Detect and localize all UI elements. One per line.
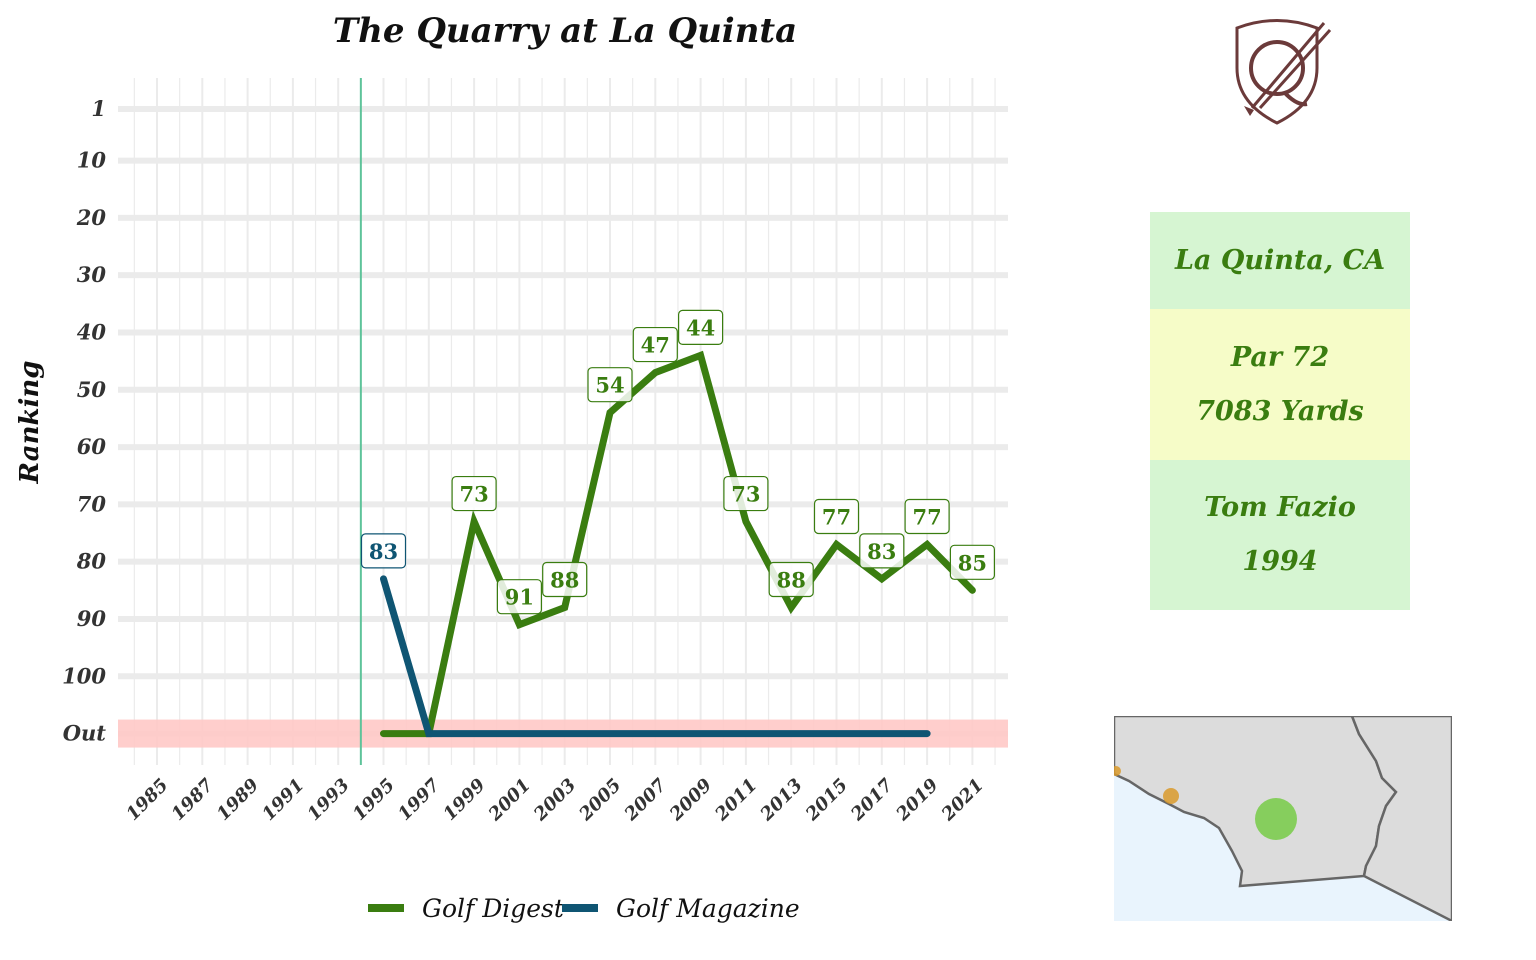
legend: Golf Digest Golf Magazine bbox=[368, 894, 800, 923]
x-tick-label: 1993 bbox=[303, 775, 353, 825]
course-logo-crest bbox=[1235, 19, 1332, 125]
y-tick-label: 60 bbox=[77, 434, 107, 459]
y-tick-label: 80 bbox=[76, 549, 107, 574]
data-label-box bbox=[677, 309, 724, 345]
data-label-box bbox=[904, 498, 950, 535]
data-label-box bbox=[949, 544, 996, 580]
data-label: 88 bbox=[768, 561, 814, 598]
data-label: 83 bbox=[859, 533, 905, 569]
y-axis-title: Ranking bbox=[15, 361, 45, 485]
data-label-text: 73 bbox=[731, 482, 760, 507]
y-tick-label: 1 bbox=[91, 96, 106, 121]
chart-title: The Quarry at La Quinta bbox=[333, 11, 797, 51]
neighbor-land bbox=[1350, 716, 1452, 921]
x-tick-label: 1995 bbox=[349, 775, 399, 825]
location-text: La Quinta, CA bbox=[1174, 244, 1386, 276]
y-tick-label: 90 bbox=[77, 606, 107, 631]
map-marker-other bbox=[1114, 766, 1121, 776]
x-tick-label: 2019 bbox=[892, 774, 943, 825]
data-label-text: 83 bbox=[867, 539, 896, 564]
data-label-box bbox=[542, 561, 588, 598]
grid bbox=[118, 78, 1008, 765]
data-label-text: 47 bbox=[641, 333, 670, 358]
x-tick-label: 2003 bbox=[529, 775, 580, 826]
x-tick-label: 2015 bbox=[801, 775, 852, 826]
series-line-golf-digest bbox=[380, 350, 976, 738]
x-tick-label: 2005 bbox=[575, 775, 626, 826]
course-stats-box: Par 72 7083 Yards bbox=[1150, 309, 1410, 460]
y-tick-label: 40 bbox=[77, 319, 107, 344]
year-text: 1994 bbox=[1242, 546, 1318, 577]
data-label-text: 85 bbox=[958, 550, 987, 575]
course-info-panel: La Quinta, CA Par 72 7083 Yards Tom Fazi… bbox=[1150, 212, 1410, 610]
location-box: La Quinta, CA bbox=[1150, 212, 1410, 309]
y-tick-label: 30 bbox=[77, 262, 107, 287]
series-line-golf-magazine bbox=[380, 575, 931, 738]
data-label: 77 bbox=[904, 498, 950, 535]
data-label-box bbox=[813, 498, 860, 535]
y-tick-label: 20 bbox=[76, 205, 107, 230]
data-label-text: 88 bbox=[777, 568, 806, 593]
x-tick-label: 2009 bbox=[665, 774, 716, 825]
data-label: 88 bbox=[542, 561, 588, 598]
y-tick-labels: 1 10 20 30 40 50 60 70 80 90 100 Out bbox=[62, 96, 106, 746]
y-tick-label: Out bbox=[63, 721, 107, 746]
data-label-text: 54 bbox=[595, 373, 624, 398]
data-label-box bbox=[768, 561, 814, 598]
x-tick-label: 1987 bbox=[168, 774, 219, 825]
par-text: Par 72 bbox=[1230, 341, 1330, 373]
data-label-box bbox=[632, 326, 678, 363]
data-label: 83 bbox=[360, 533, 407, 569]
y-tick-label: 10 bbox=[77, 148, 107, 173]
data-label: 77 bbox=[813, 498, 860, 535]
data-label: 73 bbox=[723, 475, 769, 512]
data-label-text: 44 bbox=[686, 315, 715, 340]
x-tick-label: 2017 bbox=[846, 774, 897, 825]
data-label-box bbox=[451, 475, 497, 512]
data-label: 54 bbox=[587, 367, 633, 403]
data-label-box bbox=[587, 367, 633, 403]
x-tick-label: 2013 bbox=[756, 775, 807, 826]
y-tick-label: 50 bbox=[77, 377, 107, 402]
map-marker-course bbox=[1255, 798, 1297, 840]
data-label-text: 73 bbox=[459, 482, 488, 507]
designer-text: Tom Fazio bbox=[1204, 492, 1356, 523]
data-label: 44 bbox=[677, 309, 724, 345]
x-tick-label: 1989 bbox=[213, 774, 264, 825]
location-map bbox=[1114, 716, 1452, 921]
x-tick-label: 2001 bbox=[484, 775, 535, 826]
data-label-text: 77 bbox=[822, 504, 851, 529]
data-label: 91 bbox=[496, 579, 542, 615]
x-tick-label: 1997 bbox=[394, 774, 445, 825]
legend-label-golf-digest: Golf Digest bbox=[422, 894, 565, 923]
data-label-text: 83 bbox=[369, 539, 398, 564]
data-label-box bbox=[360, 533, 407, 569]
designer-box: Tom Fazio 1994 bbox=[1150, 460, 1410, 610]
legend-label-golf-magazine: Golf Magazine bbox=[616, 894, 800, 923]
map-marker-other bbox=[1163, 788, 1179, 804]
y-tick-label: 100 bbox=[62, 663, 106, 688]
data-labels: 73 91 88 54 47 44 73 88 77 83 77 85 83 bbox=[360, 309, 996, 615]
series-lines bbox=[380, 350, 976, 738]
data-label-box bbox=[723, 475, 769, 512]
data-label-text: 91 bbox=[505, 585, 534, 610]
data-label: 85 bbox=[949, 544, 996, 580]
data-label-box bbox=[859, 533, 905, 569]
x-tick-label: 2011 bbox=[710, 775, 761, 826]
x-tick-label: 1991 bbox=[258, 775, 308, 825]
data-label-text: 77 bbox=[912, 504, 941, 529]
x-tick-label: 2021 bbox=[937, 775, 988, 826]
data-label-box bbox=[496, 579, 542, 615]
yardage-text: 7083 Yards bbox=[1196, 395, 1364, 427]
x-tick-labels: 1985198719891991199319951997199920012003… bbox=[122, 774, 988, 825]
x-tick-label: 1999 bbox=[439, 774, 490, 825]
out-band-layer bbox=[118, 78, 1008, 765]
x-tick-label: 1985 bbox=[122, 775, 172, 825]
data-label: 73 bbox=[451, 475, 497, 512]
data-label-text: 88 bbox=[550, 568, 579, 593]
data-label: 47 bbox=[632, 326, 678, 363]
x-tick-label: 2007 bbox=[620, 774, 671, 825]
y-tick-label: 70 bbox=[77, 491, 107, 516]
